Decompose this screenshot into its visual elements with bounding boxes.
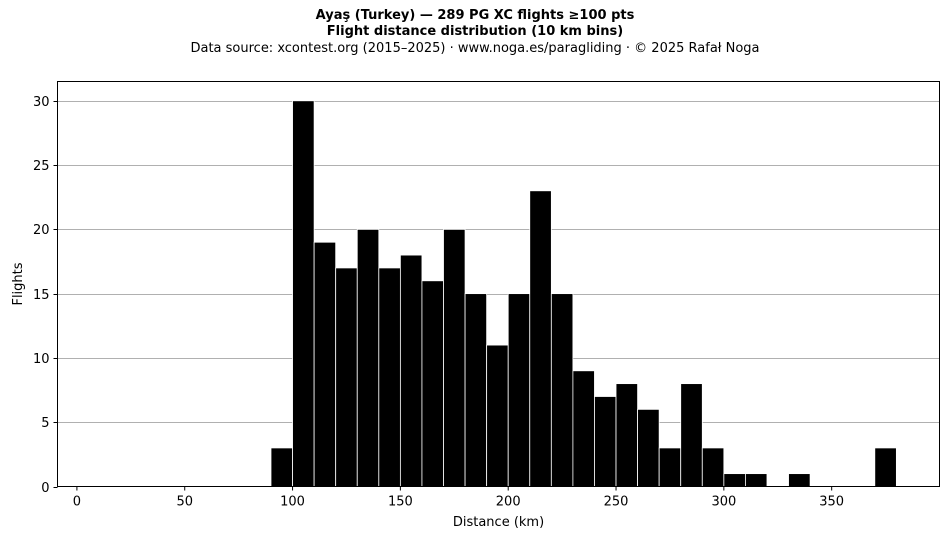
chart-subtitle: Flight distance distribution (10 km bins… — [326, 24, 624, 39]
histogram-bar — [788, 473, 811, 487]
y-axis-label: Flights — [11, 262, 26, 305]
x-tick-label: 150 — [388, 495, 413, 510]
histogram-bar — [378, 267, 401, 487]
histogram-bar — [572, 370, 595, 487]
histogram-bar — [486, 344, 509, 487]
chart-title: Ayaş (Turkey) — 289 PG XC flights ≥100 p… — [315, 8, 635, 23]
histogram-bar — [701, 447, 725, 487]
x-tick-label: 200 — [496, 495, 521, 510]
x-ticks: 0 50 100 150 200 250 300 350 — [73, 486, 844, 510]
x-tick-label: 350 — [819, 495, 844, 510]
histogram-bar — [335, 267, 358, 487]
histogram-bar — [723, 473, 746, 487]
y-ticks: 0 5 10 15 20 25 30 — [33, 95, 58, 496]
histogram-bar — [637, 408, 660, 487]
y-tick-label: 30 — [33, 95, 50, 110]
histogram-bar — [615, 383, 638, 487]
x-tick-label: 250 — [604, 495, 629, 510]
chart-source: Data source: xcontest.org (2015–2025) · … — [190, 41, 760, 56]
histogram-bar — [270, 447, 293, 487]
y-tick-label: 20 — [33, 223, 50, 238]
histogram-bar — [594, 396, 617, 487]
y-tick-label: 0 — [41, 481, 49, 496]
histogram-bar — [507, 293, 531, 487]
histogram-bar — [550, 293, 574, 487]
histogram-bar — [680, 383, 703, 487]
y-tick-label: 25 — [33, 159, 50, 174]
histogram-bar — [874, 447, 897, 487]
y-tick-label: 5 — [41, 416, 49, 431]
x-tick-label: 0 — [73, 495, 81, 510]
histogram-bar — [745, 473, 768, 487]
histogram-bar — [529, 190, 552, 487]
y-tick-label: 10 — [33, 352, 50, 367]
x-tick-label: 300 — [711, 495, 736, 510]
plot-frame — [57, 81, 940, 487]
histogram-bar — [421, 280, 444, 487]
chart-titles: Ayaş (Turkey) — 289 PG XC flights ≥100 p… — [0, 8, 950, 58]
y-tick-label: 15 — [33, 288, 50, 303]
x-tick-label: 50 — [176, 495, 193, 510]
histogram-bar — [443, 228, 466, 487]
histogram-bar — [292, 100, 315, 487]
histogram-bar — [658, 447, 682, 487]
histogram-bar — [399, 254, 423, 487]
bars — [270, 100, 897, 487]
x-axis-label: Distance (km) — [453, 515, 544, 530]
histogram-bar — [313, 241, 337, 487]
histogram-bar — [464, 293, 488, 487]
x-tick-label: 100 — [280, 495, 305, 510]
histogram-bar — [356, 228, 380, 487]
